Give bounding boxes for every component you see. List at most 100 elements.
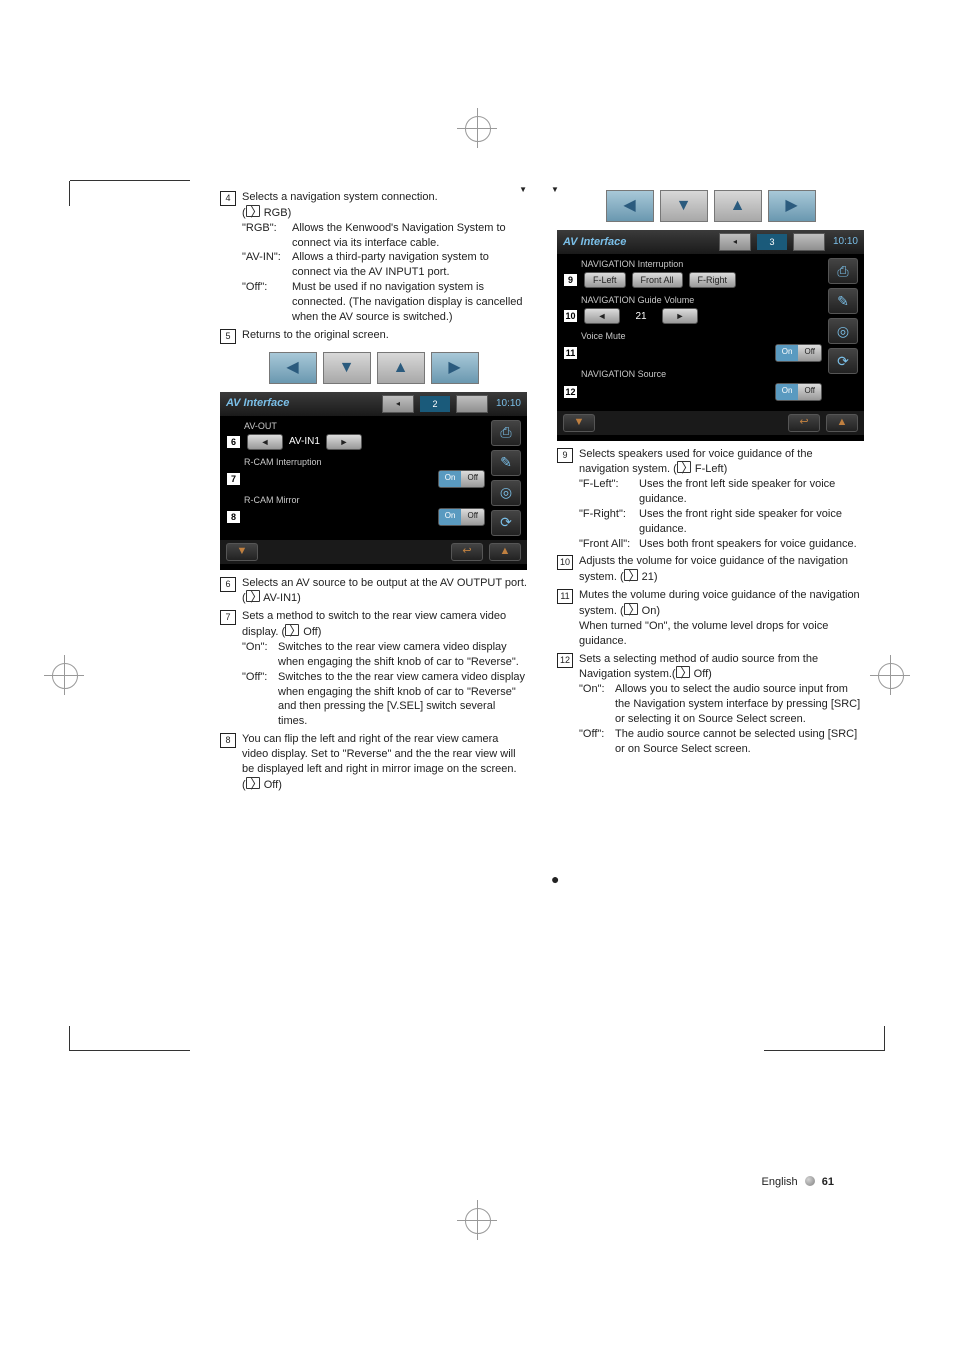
option-button[interactable]: F-Right [689,272,737,288]
item-text: Selects a navigation system connection. [242,191,438,203]
callout-number: 11 [563,346,578,360]
left-column: 4 Selects a navigation system connection… [90,190,527,795]
right-arrow-button[interactable]: ► [326,434,362,450]
page-indicator: 3 [757,234,787,250]
page-indicator: 2 [420,396,450,412]
item-number: 8 [220,733,236,748]
list-item: 11 Mutes the volume during voice guidanc… [557,588,864,648]
callout-number: 7 [226,472,241,486]
sidebar-icon[interactable]: ⎙ [491,420,521,446]
screenshot-footer: ▼ ↩ ▲ [557,411,864,435]
item-number: 10 [557,555,573,570]
next-button[interactable]: ▶ [768,190,816,222]
toggle-button[interactable]: OnOff [438,508,485,526]
list-item: 5 Returns to the original screen. [220,328,527,344]
setting-label: NAVIGATION Interruption [581,258,822,270]
list-item: 6 Selects an AV source to be output at t… [220,576,527,607]
crop-mark [764,1050,884,1051]
footer-button[interactable]: ▲ [489,543,521,561]
clock: 10:10 [496,397,521,411]
crop-mark [70,1050,190,1051]
av-interface-screenshot-3: AV Interface ◂ 3 10:10 NAVIGATION Interr… [557,230,864,441]
tab-button[interactable]: ◂ [382,395,414,413]
screen-title: AV Interface [563,235,626,250]
screenshot-sidebar: ⎙ ✎ ◎ ⟳ [491,420,521,536]
tab-button[interactable]: ◂ [719,233,751,251]
option-button[interactable]: Front All [632,272,683,288]
footer-button[interactable]: ▲ [826,414,858,432]
footer-language: English [762,1176,798,1188]
toggle-button[interactable]: OnOff [438,470,485,488]
list-item: 7 Sets a method to switch to the rear vi… [220,609,527,729]
sidebar-icon[interactable]: ◎ [491,480,521,506]
list-item: 8 You can flip the left and right of the… [220,732,527,792]
sidebar-icon[interactable]: ⟳ [828,348,858,374]
screenshot-header: AV Interface ◂ 2 10:10 [220,392,527,416]
setting-label: Voice Mute [581,330,822,342]
register-mark-right [870,655,910,695]
disc-icon [805,1176,815,1186]
list-item: 9 Selects speakers used for voice guidan… [557,447,864,552]
end-mark: ● [551,870,559,889]
up-button[interactable]: ▲ [377,352,425,384]
default-icon [677,461,691,473]
clock: 10:10 [833,235,858,249]
left-arrow-button[interactable]: ◄ [247,434,283,450]
right-arrow-button[interactable]: ► [662,308,698,324]
register-mark-top [457,108,497,148]
item-number: 7 [220,610,236,625]
down-button[interactable]: ▼ [323,352,371,384]
toggle-button[interactable]: OnOff [775,344,822,362]
next-button[interactable]: ▶ [431,352,479,384]
callout-number: 10 [563,309,578,323]
option-button[interactable]: F-Left [584,272,626,288]
footer-button[interactable]: ↩ [788,414,820,432]
setting-label: NAVIGATION Guide Volume [581,294,822,306]
screenshot-header: AV Interface ◂ 3 10:10 [557,230,864,254]
register-mark-left [44,655,84,695]
content-columns: 4 Selects a navigation system connection… [90,190,864,795]
crop-mark [70,180,190,181]
setting-label: AV-OUT [244,420,485,432]
setting-label: NAVIGATION Source [581,368,822,380]
sidebar-icon[interactable]: ✎ [491,450,521,476]
continuation-mark [519,182,527,197]
callout-number: 12 [563,385,578,399]
pager-buttons: ◀ ▼ ▲ ▶ [220,352,527,384]
list-item: 12 Sets a selecting method of audio sour… [557,652,864,757]
sidebar-icon[interactable]: ⟳ [491,510,521,536]
footer-button[interactable]: ▼ [563,414,595,432]
sidebar-icon[interactable]: ⎙ [828,258,858,284]
continuation-mark [551,182,559,197]
setting-label: R-CAM Interruption [244,456,485,468]
av-interface-screenshot-2: AV Interface ◂ 2 10:10 AV-OUT 6 ◄ AV-IN1 [220,392,527,570]
default-icon [676,666,690,678]
volume-value: 21 [626,310,656,324]
pager-buttons: ◀ ▼ ▲ ▶ [557,190,864,222]
screenshot-sidebar: ⎙ ✎ ◎ ⟳ [828,258,858,407]
sidebar-icon[interactable]: ✎ [828,288,858,314]
up-button[interactable]: ▲ [714,190,762,222]
down-button[interactable]: ▼ [660,190,708,222]
callout-number: 8 [226,510,241,524]
default-icon [285,624,299,636]
footer-page-number: 61 [822,1176,834,1188]
screen-title: AV Interface [226,396,289,411]
footer-button[interactable]: ↩ [451,543,483,561]
left-arrow-button[interactable]: ◄ [584,308,620,324]
item-number: 6 [220,577,236,592]
tab-button[interactable] [456,395,488,413]
prev-button[interactable]: ◀ [269,352,317,384]
sidebar-icon[interactable]: ◎ [828,318,858,344]
av-out-value: AV-IN1 [289,435,320,449]
default-icon [246,777,260,789]
callout-number: 9 [563,273,578,287]
tab-button[interactable] [793,233,825,251]
prev-button[interactable]: ◀ [606,190,654,222]
screenshot-footer: ▼ ↩ ▲ [220,540,527,564]
item-number: 5 [220,329,236,344]
setting-label: R-CAM Mirror [244,494,485,506]
page-footer: English 61 [762,1175,834,1190]
footer-button[interactable]: ▼ [226,543,258,561]
toggle-button[interactable]: OnOff [775,383,822,401]
